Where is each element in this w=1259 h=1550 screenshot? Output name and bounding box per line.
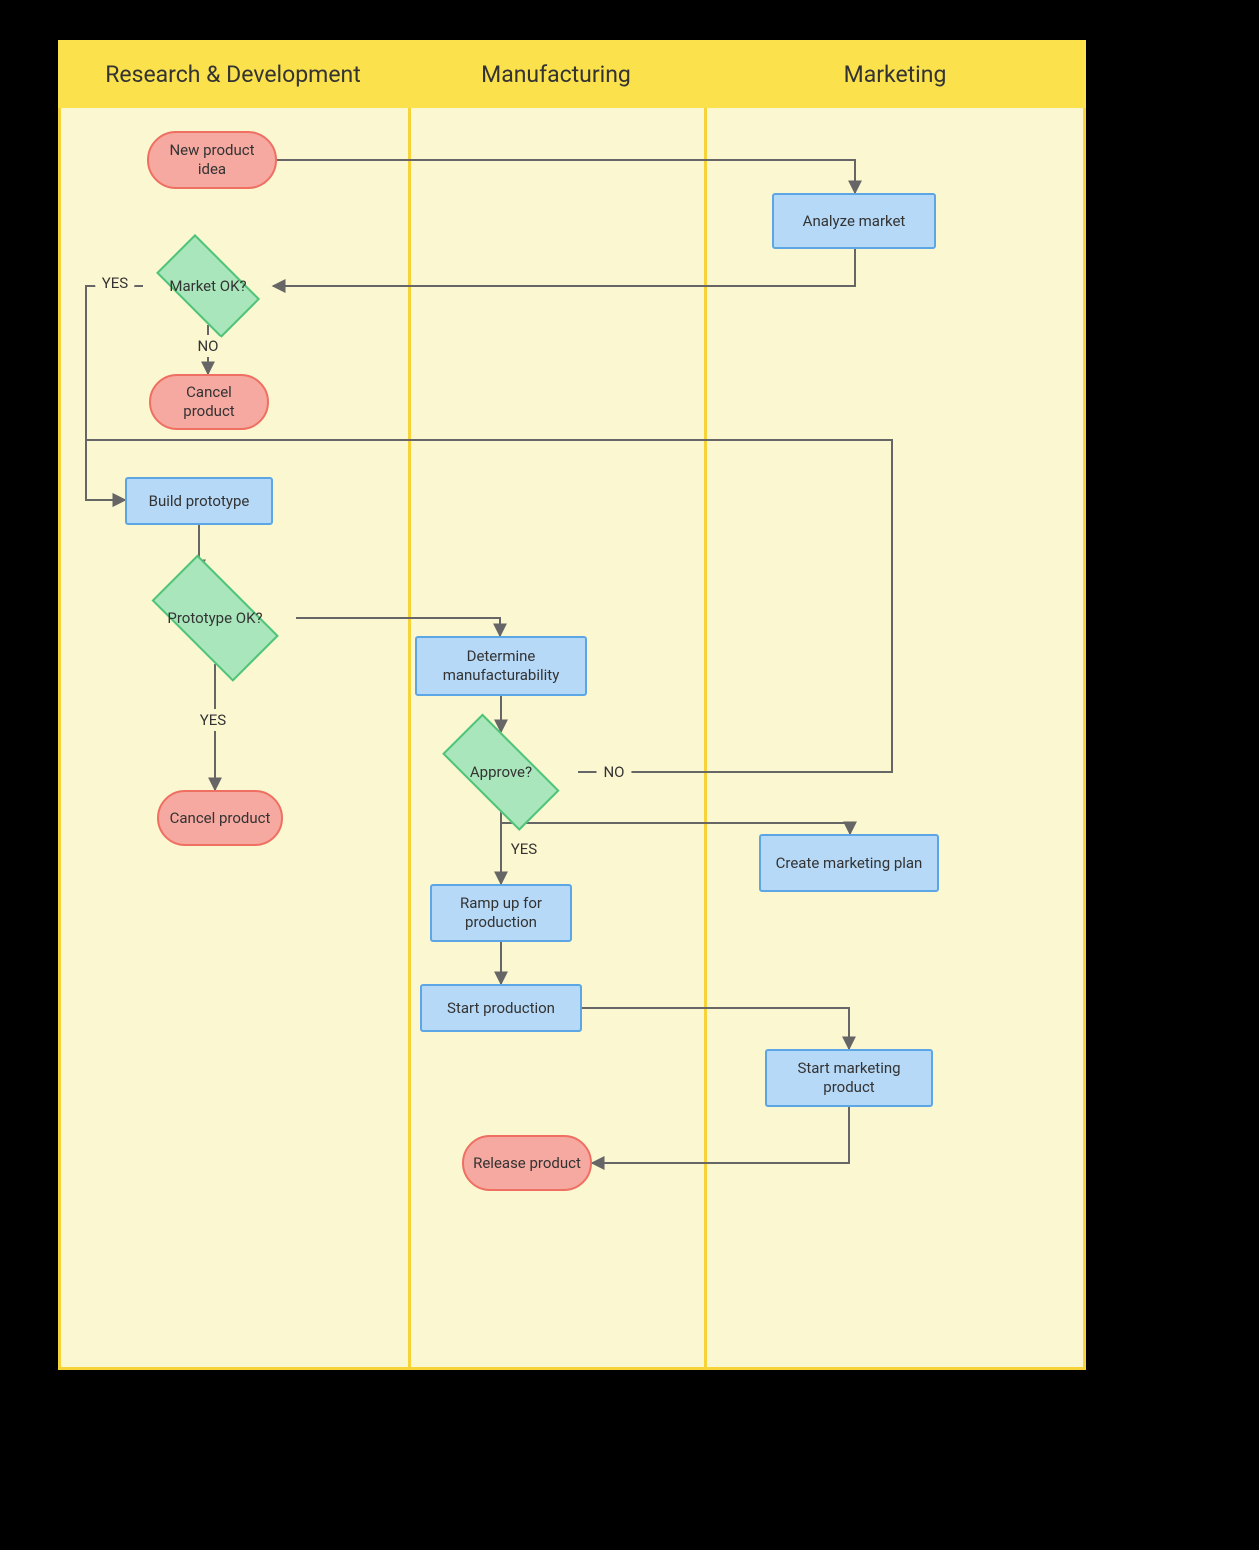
node-build_proto: Build prototype <box>125 477 273 525</box>
node-label: Cancel product <box>159 383 259 421</box>
lane-header-label: Marketing <box>844 61 947 88</box>
node-label: Build prototype <box>149 492 250 511</box>
edge-e3 <box>86 286 143 500</box>
node-label: Prototype OK? <box>167 609 262 628</box>
node-label: Start marketing product <box>775 1059 923 1097</box>
node-label: Create marketing plan <box>776 854 923 873</box>
edge-label-e3: YES <box>95 272 135 294</box>
lane-header-mfg: Manufacturing <box>408 40 704 108</box>
swimlane-flowchart: Research & Development Manufacturing Marke… <box>0 0 1259 1550</box>
lane-header-label: Research & Development <box>105 61 361 88</box>
node-start_prod: Start production <box>420 984 582 1032</box>
node-ramp_up: Ramp up for production <box>430 884 572 942</box>
node-label: Determine manufacturability <box>425 647 577 685</box>
node-market_ok: Market OK? <box>143 247 273 325</box>
node-cancel_2: Cancel product <box>157 790 283 846</box>
edge-label-e10: YES <box>504 838 544 860</box>
node-label: Market OK? <box>169 277 246 296</box>
edge-label-e4: NO <box>190 335 225 357</box>
node-label: Analyze market <box>803 212 906 231</box>
node-analyze_market: Analyze market <box>772 193 936 249</box>
node-label: New product idea <box>157 141 267 179</box>
node-cancel_1: Cancel product <box>149 374 269 430</box>
node-label: Release product <box>473 1154 581 1173</box>
edge-label-e9: NO <box>596 761 631 783</box>
edge-e2 <box>273 249 855 286</box>
node-label: Cancel product <box>170 809 271 828</box>
node-new_idea: New product idea <box>147 131 277 189</box>
node-proto_ok: Prototype OK? <box>134 572 296 664</box>
lane-header-rd: Research & Development <box>58 40 408 108</box>
node-label: Approve? <box>470 763 532 782</box>
lane-header-label: Manufacturing <box>481 61 631 88</box>
node-approve: Approve? <box>424 732 578 812</box>
edge-label-e6: YES <box>193 709 233 731</box>
node-release: Release product <box>462 1135 592 1191</box>
node-label: Ramp up for production <box>440 894 562 932</box>
edge-e7 <box>296 618 500 636</box>
lane-header-mkt: Marketing <box>704 40 1086 108</box>
node-label: Start production <box>447 999 555 1018</box>
edge-e11 <box>501 812 850 834</box>
node-create_mkt_plan: Create marketing plan <box>759 834 939 892</box>
edge-e1 <box>277 160 855 193</box>
edge-e14 <box>592 1107 849 1163</box>
edge-e13 <box>582 1008 849 1049</box>
node-start_mkt_prod: Start marketing product <box>765 1049 933 1107</box>
node-determine_mfg: Determine manufacturability <box>415 636 587 696</box>
